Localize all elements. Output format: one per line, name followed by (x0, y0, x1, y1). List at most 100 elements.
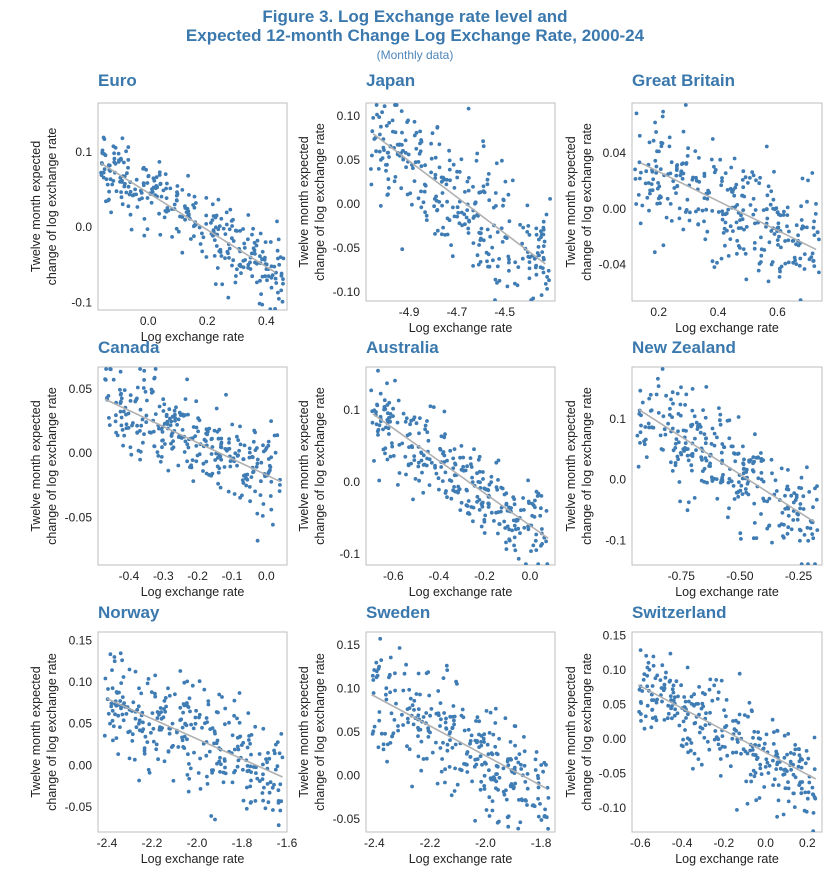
data-point (781, 812, 786, 817)
data-point (377, 149, 382, 154)
data-point (482, 773, 487, 778)
data-point (227, 440, 231, 445)
data-point (700, 458, 704, 462)
data-point (149, 200, 154, 205)
data-point (465, 464, 469, 469)
data-point (443, 470, 448, 475)
data-point (689, 424, 694, 429)
data-point (724, 724, 729, 728)
data-point (647, 208, 651, 213)
data-point (665, 716, 670, 721)
data-point (548, 197, 552, 201)
data-point (445, 495, 449, 499)
data-point (751, 212, 756, 217)
data-point (710, 137, 715, 141)
data-point (527, 233, 532, 237)
data-point (458, 455, 462, 460)
data-point (753, 221, 757, 226)
data-point (429, 156, 434, 161)
data-point (242, 241, 247, 246)
data-point (769, 457, 774, 462)
data-point (640, 203, 645, 208)
data-point (227, 720, 231, 725)
data-point (654, 392, 659, 397)
data-point (135, 423, 140, 428)
figure-title-line2: Expected 12-month Change Log Exchange Ra… (185, 26, 645, 45)
data-point (452, 718, 456, 723)
data-point (685, 665, 690, 670)
data-point (712, 164, 716, 169)
data-point (163, 209, 168, 213)
data-point (265, 782, 270, 786)
data-point (185, 773, 190, 777)
data-point (731, 484, 736, 488)
data-point (508, 740, 513, 744)
data-point (448, 448, 453, 453)
data-point (194, 708, 199, 713)
data-point (425, 456, 429, 461)
data-point (726, 207, 731, 212)
data-point (771, 206, 775, 211)
data-point (421, 453, 426, 458)
data-point (232, 747, 237, 752)
data-point (658, 678, 663, 682)
data-point (504, 236, 509, 241)
data-point (271, 522, 275, 527)
data-point (636, 193, 641, 197)
data-point (236, 747, 241, 752)
data-point (728, 237, 733, 242)
data-point (707, 687, 712, 692)
data-point (454, 679, 458, 684)
data-point (416, 671, 421, 676)
data-point (485, 182, 490, 187)
data-point (230, 236, 234, 241)
data-point (452, 789, 457, 793)
data-point (274, 281, 279, 285)
data-point (248, 741, 253, 746)
data-point (215, 266, 220, 270)
data-point (387, 155, 391, 159)
data-point (502, 519, 507, 524)
data-point (464, 503, 469, 508)
x-axis-label: Log exchange rate (141, 330, 245, 344)
scatter-points (633, 103, 821, 301)
data-point (639, 712, 643, 716)
data-point (736, 451, 741, 456)
data-point (281, 277, 285, 281)
data-point (504, 788, 508, 793)
data-point (209, 452, 214, 456)
y-tick-label: 0.1 (75, 145, 92, 159)
data-point (163, 172, 168, 177)
data-point (251, 439, 256, 444)
data-point (101, 135, 106, 140)
data-point (444, 716, 448, 721)
data-point (759, 512, 763, 516)
data-point (741, 185, 746, 190)
data-point (501, 766, 506, 771)
data-point (202, 687, 207, 692)
data-point (400, 441, 405, 446)
data-point (491, 258, 495, 263)
data-point (763, 765, 768, 769)
data-point (506, 757, 510, 761)
data-point (461, 464, 466, 469)
data-point (673, 441, 678, 446)
data-point (507, 268, 511, 273)
data-point (646, 181, 651, 185)
data-point (766, 184, 771, 189)
panel-norway: Norway-2.4 -2.2 -2.0 -1.8 -1.60.150.100.050.… (29, 603, 298, 866)
data-point (372, 668, 377, 672)
data-point (638, 430, 643, 435)
data-point (651, 177, 656, 182)
data-point (262, 785, 266, 790)
y-tick-label: -0.05 (65, 800, 93, 814)
data-point (135, 205, 140, 209)
data-point (639, 719, 643, 723)
data-point (468, 755, 473, 759)
data-point (439, 717, 443, 722)
data-point (272, 751, 277, 756)
data-point (212, 238, 217, 243)
data-point (111, 724, 116, 729)
data-point (278, 483, 282, 487)
